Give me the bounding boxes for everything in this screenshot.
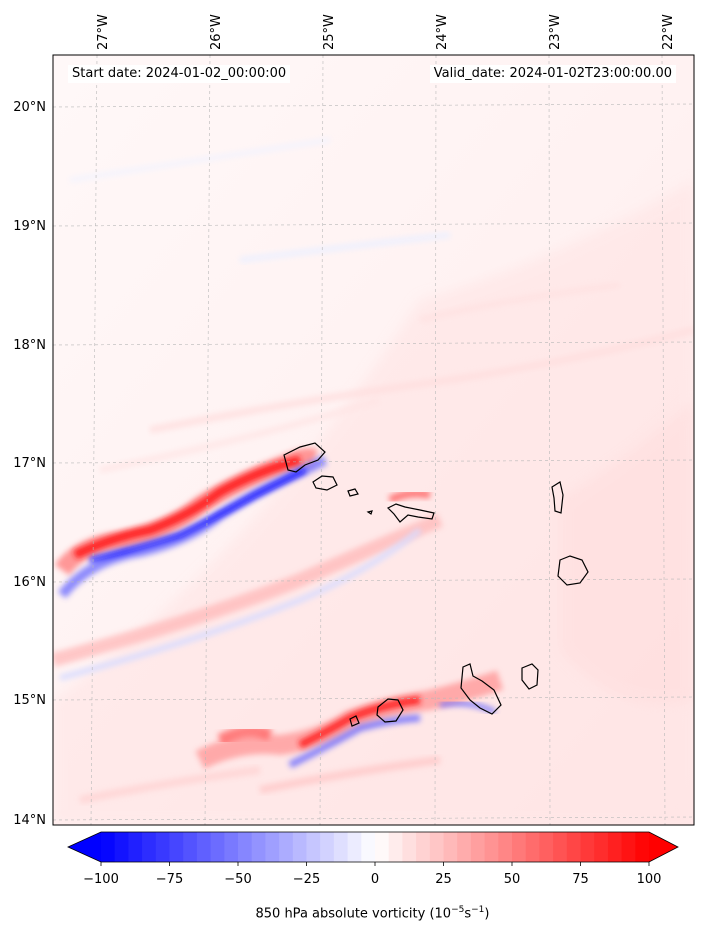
colorbar-cell	[279, 832, 294, 862]
colorbar-cell	[607, 832, 623, 862]
latitude-labels: 20°N 19°N 18°N 17°N 16°N 15°N 14°N	[13, 100, 46, 828]
colorbar-tick-label: 0	[371, 872, 379, 887]
colorbar-cell	[169, 832, 184, 862]
colorbar-cell	[470, 832, 486, 862]
island-brava	[349, 715, 360, 727]
island-sal	[551, 481, 564, 514]
colorbar-title-close: )	[484, 906, 490, 922]
lon-label: 25°W	[322, 14, 337, 50]
colorbar-cell	[251, 832, 266, 862]
lat-label: 19°N	[13, 219, 46, 234]
colorbar: −100 −75 −50 −25 0 25 50 75 100	[67, 831, 679, 887]
island-santiago	[460, 663, 502, 715]
lon-label: 22°W	[661, 14, 676, 50]
lon-label: 24°W	[435, 14, 450, 50]
colorbar-cell	[580, 832, 595, 862]
coastlines	[283, 442, 589, 727]
colorbar-tick-label: 100	[637, 872, 662, 887]
start-date-label: Start date: 2024-01-02_00:00:00	[68, 65, 291, 83]
colorbar-title-unit: s	[464, 906, 472, 922]
colorbar-cell	[457, 832, 472, 862]
island-sao-vicente	[312, 475, 338, 491]
lat-label: 15°N	[13, 693, 46, 708]
colorbar-cell	[539, 832, 554, 862]
colorbar-cell	[621, 832, 636, 862]
colorbar-cell	[525, 832, 540, 862]
colorbar-tick-label: −75	[156, 872, 183, 887]
colorbar-tick-label: −25	[293, 872, 320, 887]
colorbar-cell	[429, 832, 445, 862]
colorbar-cell	[196, 832, 212, 862]
island-maio	[521, 663, 539, 690]
colorbar-cell	[375, 832, 390, 862]
colorbar-cell	[114, 832, 129, 862]
valid-date-label: Valid_date: 2024-01-02T23:00:00.00	[429, 65, 676, 83]
colorbar-cell	[306, 832, 321, 862]
colorbar-tick-label: −50	[224, 872, 251, 887]
lat-label: 17°N	[13, 456, 46, 471]
island-fogo	[376, 698, 404, 723]
colorbar-cell	[128, 832, 143, 862]
colorbar-cell	[594, 832, 609, 862]
lon-label: 26°W	[209, 14, 224, 50]
colorbar-title-text: 850 hPa absolute vorticity (10	[255, 906, 452, 922]
longitude-labels: 27°W 26°W 25°W 24°W 23°W 22°W	[96, 14, 676, 50]
lat-label: 14°N	[13, 813, 46, 828]
colorbar-title: 850 hPa absolute vorticity (10−5s−1)	[0, 905, 703, 921]
colorbar-cell	[210, 832, 225, 862]
colorbar-cell	[498, 832, 513, 862]
lat-label: 18°N	[13, 338, 46, 353]
colorbar-extend-min	[68, 832, 101, 862]
colorbar-cell	[347, 832, 362, 862]
colorbar-extend-max	[649, 832, 678, 862]
colorbar-cell	[101, 832, 116, 862]
island-boa-vista	[557, 555, 589, 586]
colorbar-title-exp: −1	[471, 905, 485, 915]
colorbar-title-exp: −5	[451, 905, 465, 915]
colorbar-cell	[183, 832, 198, 862]
colorbar-cell	[566, 832, 582, 862]
island-santa-luzia	[347, 488, 359, 497]
island-small-islet	[366, 510, 373, 515]
colorbar-cell	[333, 832, 349, 862]
colorbar-cell	[484, 832, 499, 862]
colorbar-cell	[416, 832, 431, 862]
colorbar-cell	[402, 832, 417, 862]
colorbar-cell	[553, 832, 568, 862]
colorbar-cell	[265, 832, 280, 862]
lat-label: 16°N	[13, 575, 46, 590]
vorticity-field	[53, 137, 694, 825]
island-santo-antao	[283, 442, 326, 473]
colorbar-cell	[224, 832, 239, 862]
colorbar-cell	[155, 832, 171, 862]
colorbar-tick-label: 75	[572, 872, 589, 887]
colorbar-tick-label: 25	[435, 872, 452, 887]
graticule	[53, 55, 694, 825]
map-area	[53, 55, 694, 825]
colorbar-cell	[512, 832, 527, 862]
colorbar-tick-label: 50	[504, 872, 521, 887]
lon-label: 23°W	[548, 14, 563, 50]
map-frame	[52, 54, 695, 826]
colorbar-cell	[320, 832, 335, 862]
lat-label: 20°N	[13, 100, 46, 115]
island-sao-nicolau	[386, 503, 435, 523]
colorbar-tick-label: −100	[83, 872, 119, 887]
colorbar-cell	[142, 832, 157, 862]
colorbar-cell	[292, 832, 308, 862]
colorbar-cell	[238, 832, 253, 862]
colorbar-cell	[361, 832, 376, 862]
colorbar-cell	[388, 832, 403, 862]
lon-label: 27°W	[96, 14, 111, 50]
colorbar-cell	[443, 832, 458, 862]
colorbar-cell	[635, 832, 650, 862]
